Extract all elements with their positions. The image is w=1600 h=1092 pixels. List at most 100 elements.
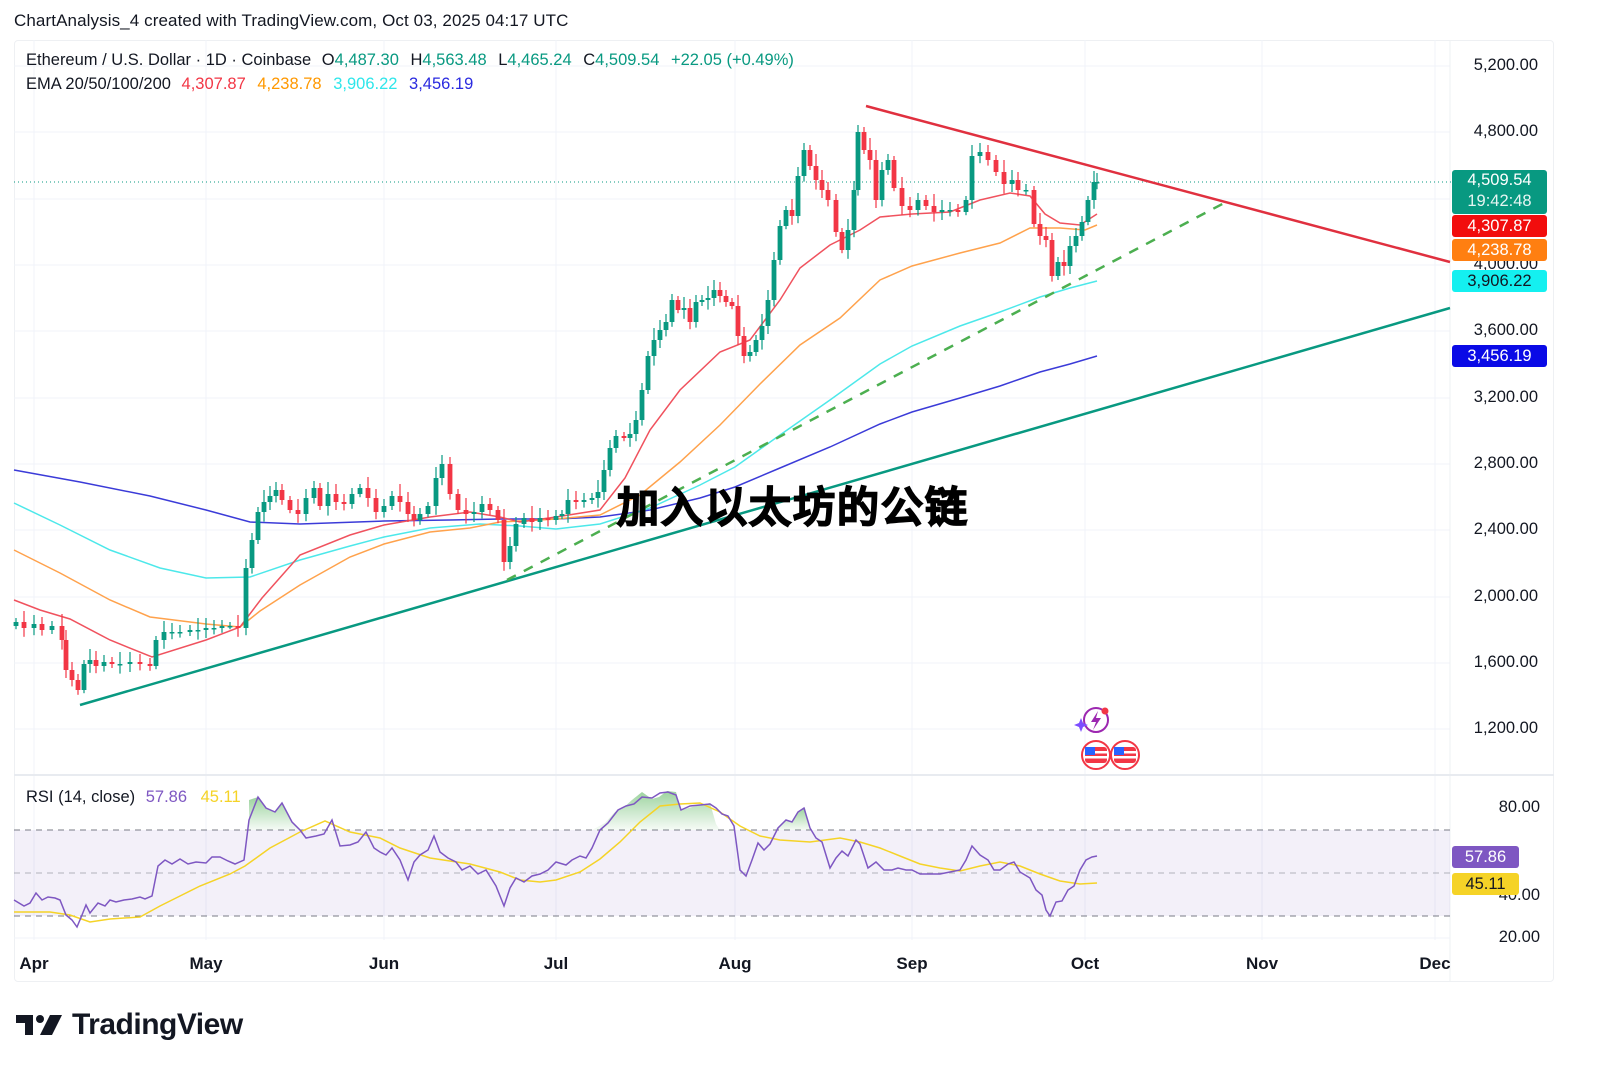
candle — [243, 568, 249, 628]
support-dashed-trendline — [506, 199, 1229, 582]
candle — [795, 176, 801, 216]
candle — [227, 626, 233, 628]
chart-frame — [14, 40, 1554, 982]
candle — [705, 298, 711, 300]
candle — [741, 336, 747, 356]
last-price-value: 4,509.54 — [1467, 171, 1532, 189]
candle — [365, 488, 371, 498]
candle — [621, 436, 627, 438]
ema200-value: 3,456.19 — [409, 75, 474, 93]
candle — [867, 150, 873, 160]
candle — [663, 322, 669, 330]
candle — [381, 506, 387, 512]
ema20-value: 4,307.87 — [181, 75, 246, 93]
ema50-tag: 4,238.78 — [1452, 239, 1547, 261]
tradingview-logo[interactable]: TradingView — [16, 1008, 243, 1042]
candle — [287, 500, 293, 510]
time-axis-label: Jun — [368, 954, 400, 973]
candle — [839, 232, 845, 250]
rsi-ma-line — [14, 802, 1098, 923]
candle — [39, 624, 45, 630]
candle — [495, 510, 501, 520]
candle — [783, 210, 789, 226]
candle — [1085, 200, 1091, 222]
candle — [559, 514, 565, 516]
candle — [513, 524, 519, 546]
candle — [581, 500, 587, 502]
symbol-legend: Ethereum / U.S. Dollar · 1D · Coinbase O… — [26, 51, 801, 70]
time-axis-label: Jul — [543, 954, 569, 973]
ema-legend: EMA 20/50/100/200 4,307.87 4,238.78 3,90… — [26, 75, 477, 94]
candle — [669, 300, 675, 322]
candle — [127, 662, 133, 664]
candle — [13, 622, 19, 626]
candle — [317, 488, 323, 506]
candle — [303, 498, 309, 514]
candle — [855, 132, 861, 190]
candle — [507, 546, 513, 562]
ema20-tag: 4,307.87 — [1452, 215, 1547, 237]
rsi-label: RSI (14, close) — [26, 788, 136, 806]
last-price-tag: 4,509.54 19:42:48 — [1452, 170, 1547, 214]
candle — [955, 210, 961, 212]
close-label: C — [583, 51, 596, 69]
candle — [31, 624, 37, 628]
candle — [1055, 262, 1061, 276]
candle — [717, 290, 723, 296]
candle — [1031, 190, 1037, 224]
rsi-line — [13, 791, 1098, 929]
support-trendline — [79, 306, 1451, 707]
candle — [627, 434, 633, 438]
candle — [747, 352, 753, 356]
candle — [219, 626, 225, 628]
candle — [69, 670, 75, 680]
rsi-axis-label: 80.00 — [1498, 798, 1540, 816]
price-axis-label: 1,200.00 — [1473, 719, 1538, 737]
candle — [651, 340, 657, 356]
change-value: +22.05 (+0.49%) — [670, 51, 794, 69]
candle — [771, 260, 777, 300]
logo-text: TradingView — [72, 1008, 243, 1041]
ema20-line — [13, 192, 1098, 658]
candle — [1091, 182, 1097, 200]
candle — [657, 330, 663, 340]
candle — [753, 340, 759, 352]
ema50-line — [13, 224, 1098, 628]
candle — [405, 502, 411, 514]
candle — [195, 630, 201, 632]
candle — [187, 630, 193, 632]
candle — [759, 326, 765, 340]
candle — [93, 660, 99, 666]
candle — [249, 540, 255, 568]
candle — [907, 206, 913, 210]
candle — [993, 160, 999, 172]
candle — [553, 516, 559, 520]
candle — [203, 628, 209, 630]
candle — [1037, 224, 1043, 236]
candle — [161, 632, 167, 640]
candle — [273, 490, 279, 496]
candle — [777, 226, 783, 260]
candle — [885, 160, 891, 170]
candle — [529, 518, 535, 522]
price-axis-label: 3,600.00 — [1473, 321, 1538, 339]
candle — [711, 290, 717, 298]
candlesticks — [13, 125, 1100, 695]
price-axis-label: 1,600.00 — [1473, 653, 1538, 671]
open-label: O — [321, 51, 335, 69]
candle — [589, 498, 595, 500]
candle — [639, 390, 645, 420]
low-label: L — [498, 51, 508, 69]
candle — [49, 626, 55, 630]
ema200-tag: 3,456.19 — [1452, 345, 1547, 367]
candle — [267, 496, 273, 502]
event-markers[interactable] — [1072, 702, 1144, 774]
candle — [963, 200, 969, 212]
candle — [389, 496, 395, 506]
candle — [487, 504, 493, 510]
candle — [947, 210, 953, 212]
ema-label: EMA 20/50/100/200 — [26, 75, 171, 93]
candle — [311, 488, 317, 498]
candle — [845, 230, 851, 250]
